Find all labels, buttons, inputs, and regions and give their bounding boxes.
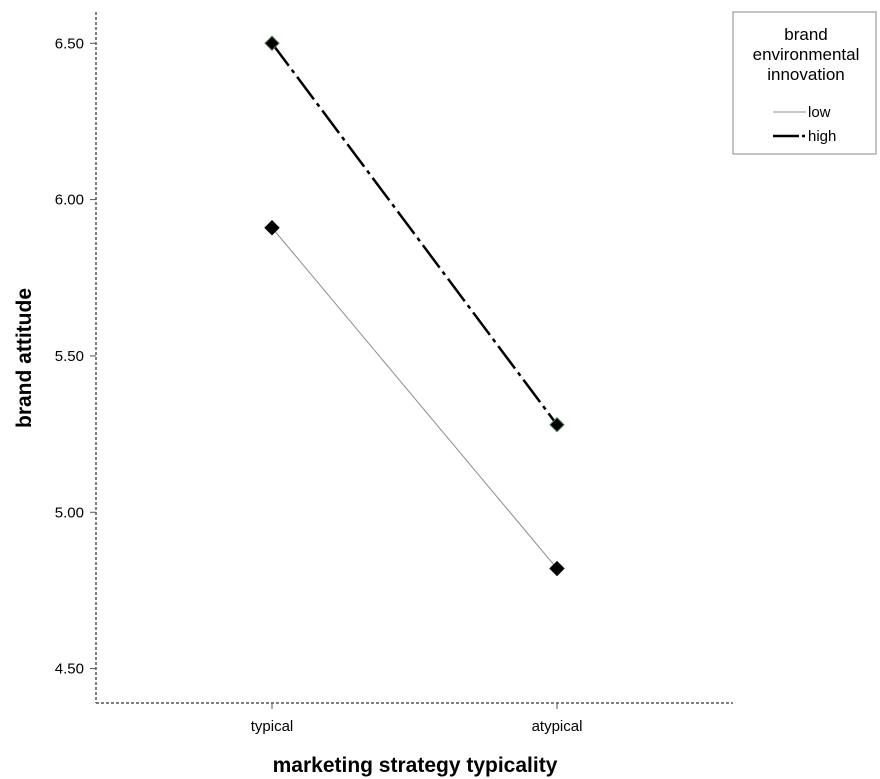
series-line-high xyxy=(270,42,559,426)
x-axis-ticks: typical atypical xyxy=(251,703,583,735)
x-tick-label: typical xyxy=(251,718,294,735)
y-tick-label: 5.00 xyxy=(55,504,84,521)
legend-title-line-3: innovation xyxy=(767,65,845,84)
y-tick-label: 6.50 xyxy=(55,35,84,52)
data-point-low xyxy=(264,220,280,236)
data-point-low xyxy=(549,560,565,577)
data-point-high xyxy=(549,417,565,433)
y-tick-label: 4.50 xyxy=(55,661,84,678)
x-axis-title: marketing strategy typicality xyxy=(273,754,558,777)
legend: brand environmental innovation low high xyxy=(732,11,877,155)
y-tick-label: 5.50 xyxy=(55,348,84,365)
x-tick-label: atypical xyxy=(532,718,583,735)
legend-title-line-1: brand xyxy=(784,25,827,44)
legend-title-line-2: environmental xyxy=(753,45,860,64)
legend-label-low: low xyxy=(808,104,831,121)
y-axis-ticks: 4.50 5.00 5.50 6.00 6.50 xyxy=(55,35,96,678)
series-layer xyxy=(264,35,565,577)
series-line-low xyxy=(271,227,558,569)
y-tick-label: 6.00 xyxy=(55,192,84,209)
legend-box xyxy=(732,11,877,155)
y-axis-title: brand attitude xyxy=(13,288,36,428)
legend-label-high: high xyxy=(808,128,836,145)
data-point-high xyxy=(264,35,280,51)
